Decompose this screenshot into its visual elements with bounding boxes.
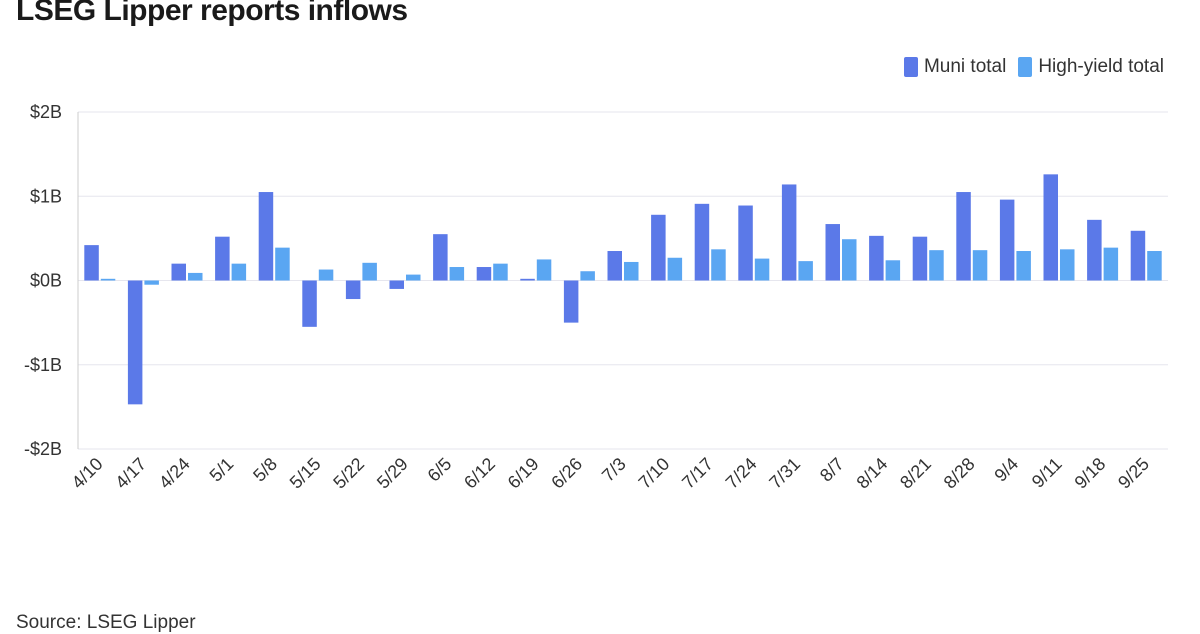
bar-high-yield-9-18	[1103, 247, 1119, 281]
x-tick-label: 6/19	[504, 454, 543, 493]
y-tick-label: -$1B	[24, 355, 62, 375]
bar-muni-4-10	[84, 245, 99, 281]
bar-high-yield-5-22	[362, 262, 377, 281]
bar-muni-7-10	[651, 214, 666, 281]
x-tick-label: 4/17	[111, 454, 150, 493]
bar-high-yield-6-12	[493, 263, 508, 281]
bar-muni-9-4	[999, 199, 1015, 281]
legend-label-muni: Muni total	[923, 56, 1007, 77]
x-tick-label: 9/18	[1071, 454, 1110, 493]
x-tick-label: 5/1	[206, 454, 238, 486]
y-tick-label: $2B	[30, 102, 62, 122]
bar-high-yield-8-14	[885, 260, 901, 281]
bar-muni-8-14	[869, 235, 884, 281]
x-tick-label: 5/15	[286, 454, 325, 493]
bar-muni-6-5	[433, 234, 448, 281]
x-tick-label: 6/26	[547, 454, 586, 493]
bar-high-yield-9-4	[1016, 251, 1031, 281]
x-tick-label: 8/14	[853, 454, 892, 493]
x-tick-label: 5/22	[329, 454, 368, 493]
bar-high-yield-4-10	[100, 278, 116, 281]
bar-high-yield-8-28	[972, 250, 988, 281]
bar-muni-6-19	[520, 278, 535, 281]
bar-high-yield-8-21	[929, 250, 944, 281]
bar-muni-7-31	[781, 184, 797, 281]
bar-muni-4-24	[171, 263, 186, 281]
x-tick-label: 7/10	[635, 454, 674, 493]
legend: Muni total High-yield total	[903, 56, 1164, 78]
x-tick-label: 7/3	[598, 454, 630, 486]
bar-high-yield-7-10	[667, 257, 683, 281]
x-tick-label: 6/5	[424, 454, 456, 486]
legend-swatch-high-yield	[1018, 57, 1033, 77]
x-tick-label: 9/11	[1028, 454, 1066, 492]
x-tick-label: 8/7	[816, 454, 848, 486]
x-tick-label: 7/24	[722, 454, 761, 493]
bar-muni-7-24	[738, 205, 753, 281]
y-tick-label: $0B	[30, 271, 62, 291]
legend-item-high-yield[interactable]: High-yield total	[1018, 56, 1164, 78]
bar-muni-4-17	[127, 280, 143, 405]
bar-muni-9-18	[1087, 219, 1102, 281]
bar-muni-8-7	[825, 224, 840, 281]
bar-high-yield-7-17	[711, 249, 726, 281]
bar-muni-7-17	[694, 203, 710, 281]
source-note: Source: LSEG Lipper	[16, 612, 196, 633]
chart-title: LSEG Lipper reports inflows	[16, 0, 408, 27]
x-tick-label: 8/28	[940, 454, 979, 493]
bar-high-yield-6-5	[449, 267, 465, 281]
bar-muni-5-15	[302, 280, 317, 327]
bar-high-yield-4-17	[144, 280, 159, 285]
y-tick-label: -$2B	[24, 439, 62, 459]
bar-high-yield-5-15	[318, 269, 334, 281]
bar-muni-8-21	[912, 236, 928, 281]
bar-high-yield-6-26	[580, 271, 595, 281]
bar-muni-5-22	[345, 280, 361, 300]
bar-high-yield-9-25	[1147, 251, 1162, 281]
bar-high-yield-4-24	[188, 272, 203, 281]
bar-high-yield-5-8	[275, 247, 290, 281]
bar-high-yield-7-3	[624, 261, 639, 281]
bar-muni-6-26	[563, 280, 579, 323]
bar-high-yield-5-29	[406, 274, 421, 281]
bar-muni-6-12	[476, 267, 492, 281]
x-tick-label: 8/21	[896, 454, 935, 493]
bar-muni-9-11	[1043, 174, 1058, 281]
bar-high-yield-5-1	[231, 263, 247, 281]
legend-label-high-yield: High-yield total	[1038, 56, 1164, 77]
bar-high-yield-6-19	[536, 259, 552, 281]
legend-item-muni[interactable]: Muni total	[903, 56, 1007, 78]
bar-high-yield-9-11	[1060, 249, 1075, 281]
bar-muni-9-25	[1130, 230, 1146, 281]
x-tick-label: 9/4	[990, 454, 1022, 486]
x-tick-label: 9/25	[1114, 454, 1153, 493]
bar-high-yield-7-24	[754, 258, 770, 281]
x-tick-label: 5/29	[373, 454, 412, 493]
bar-muni-5-29	[389, 280, 404, 289]
x-tick-label: 6/12	[460, 454, 499, 493]
bar-muni-8-28	[956, 192, 971, 281]
bar-muni-7-3	[607, 251, 622, 281]
bar-high-yield-7-31	[798, 261, 813, 281]
x-tick-label: 7/31	[765, 454, 804, 493]
y-tick-label: $1B	[30, 186, 62, 206]
legend-swatch-muni	[903, 57, 918, 77]
bar-muni-5-8	[258, 192, 274, 281]
x-tick-label: 5/8	[249, 454, 281, 486]
x-tick-label: 4/10	[68, 454, 107, 493]
x-tick-label: 7/17	[678, 454, 717, 493]
bar-chart: $2B$1B$0B-$1B-$2B4/10 4/17 4/24 5/1 5/8 5/15 5…	[24, 102, 1168, 493]
bar-high-yield-8-7	[842, 239, 857, 281]
bar-muni-5-1	[215, 236, 230, 281]
x-tick-label: 4/24	[155, 454, 194, 493]
